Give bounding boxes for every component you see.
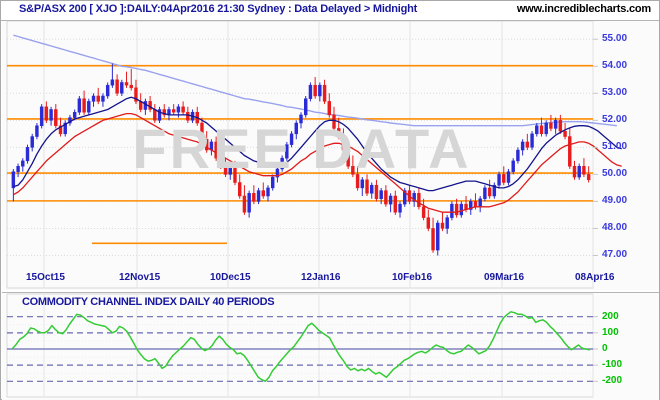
price-y-tick: 52.00	[602, 114, 628, 126]
date-tick-label: 12Jan16	[301, 272, 341, 283]
website-url: www.incrediblecharts.com	[516, 3, 651, 15]
date-tick-label: 12Nov15	[119, 272, 161, 283]
price-y-tick: 51.00	[602, 141, 628, 153]
chart-header: S&P/ASX 200 [ XJO ]:DAILY:04Apr2016 21:3…	[1, 1, 659, 21]
date-tick-label: 15Oct15	[26, 272, 65, 283]
cci-y-tick: -100	[602, 359, 623, 371]
price-y-tick: 53.00	[602, 87, 628, 99]
price-y-tick: 48.00	[602, 222, 628, 234]
cci-y-tick: 0	[602, 343, 608, 354]
date-tick-label: 10Feb16	[392, 272, 433, 283]
date-tick-label: 10Dec15	[210, 272, 251, 283]
date-tick-label: 08Apr16	[575, 272, 615, 283]
cci-title: COMMODITY CHANNEL INDEX DAILY 40 PERIODS	[22, 296, 275, 308]
cci-y-tick: 100	[602, 326, 619, 338]
chart-title: S&P/ASX 200 [ XJO ]:DAILY:04Apr2016 21:3…	[19, 3, 418, 15]
price-y-tick: 55.00	[602, 33, 628, 45]
cci-chart-panel[interactable]: COMMODITY CHANNEL INDEX DAILY 40 PERIODS…	[2, 292, 659, 400]
price-y-tick: 47.00	[602, 249, 628, 261]
cci-y-tick: -200	[602, 375, 623, 387]
price-y-tick: 54.00	[602, 60, 628, 72]
date-axis: 15Oct15 12Nov15 10Dec15 12Jan16 10Feb16 09Mar…	[2, 268, 659, 290]
price-plot	[2, 21, 659, 290]
price-chart-panel[interactable]: FREE DATA 55.00 54.00 53.00 52.00 51.00 50.00…	[2, 21, 659, 290]
cci-y-tick: 200	[602, 310, 619, 322]
cci-plot	[2, 293, 659, 400]
date-tick-label: 09Mar16	[484, 272, 525, 283]
price-y-tick: 50.00	[602, 168, 628, 180]
price-y-tick: 49.00	[602, 195, 628, 207]
